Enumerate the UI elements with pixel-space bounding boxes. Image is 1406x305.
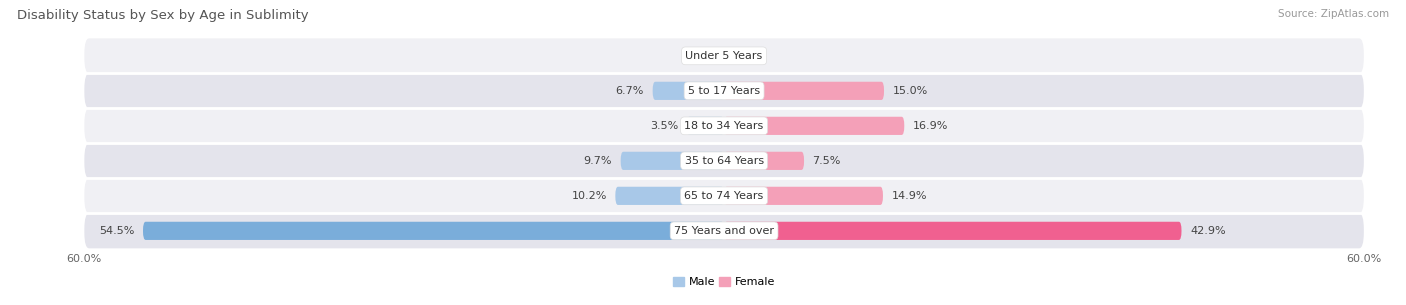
FancyBboxPatch shape (652, 82, 724, 100)
FancyBboxPatch shape (724, 152, 804, 170)
FancyBboxPatch shape (724, 222, 1181, 240)
Text: 9.7%: 9.7% (583, 156, 612, 166)
Text: 5 to 17 Years: 5 to 17 Years (688, 86, 761, 96)
Text: Source: ZipAtlas.com: Source: ZipAtlas.com (1278, 9, 1389, 19)
Text: 16.9%: 16.9% (912, 121, 948, 131)
Text: 15.0%: 15.0% (893, 86, 928, 96)
Text: 18 to 34 Years: 18 to 34 Years (685, 121, 763, 131)
Text: 14.9%: 14.9% (891, 191, 927, 201)
FancyBboxPatch shape (84, 178, 1364, 213)
Text: 42.9%: 42.9% (1189, 226, 1226, 236)
Legend: Male, Female: Male, Female (668, 272, 780, 292)
Text: 6.7%: 6.7% (616, 86, 644, 96)
Text: Under 5 Years: Under 5 Years (686, 51, 762, 61)
Text: 0.0%: 0.0% (735, 51, 763, 61)
FancyBboxPatch shape (620, 152, 724, 170)
FancyBboxPatch shape (616, 187, 724, 205)
FancyBboxPatch shape (84, 73, 1364, 108)
FancyBboxPatch shape (686, 117, 724, 135)
Text: Disability Status by Sex by Age in Sublimity: Disability Status by Sex by Age in Subli… (17, 9, 308, 22)
Text: 3.5%: 3.5% (650, 121, 678, 131)
Text: 35 to 64 Years: 35 to 64 Years (685, 156, 763, 166)
Text: 7.5%: 7.5% (813, 156, 841, 166)
Text: 75 Years and over: 75 Years and over (673, 226, 775, 236)
FancyBboxPatch shape (724, 117, 904, 135)
Text: 54.5%: 54.5% (98, 226, 135, 236)
FancyBboxPatch shape (724, 187, 883, 205)
Text: 10.2%: 10.2% (571, 191, 607, 201)
FancyBboxPatch shape (84, 214, 1364, 248)
FancyBboxPatch shape (724, 82, 884, 100)
FancyBboxPatch shape (143, 222, 724, 240)
FancyBboxPatch shape (84, 38, 1364, 73)
FancyBboxPatch shape (84, 108, 1364, 143)
Text: 65 to 74 Years: 65 to 74 Years (685, 191, 763, 201)
FancyBboxPatch shape (84, 143, 1364, 178)
Text: 0.0%: 0.0% (685, 51, 713, 61)
